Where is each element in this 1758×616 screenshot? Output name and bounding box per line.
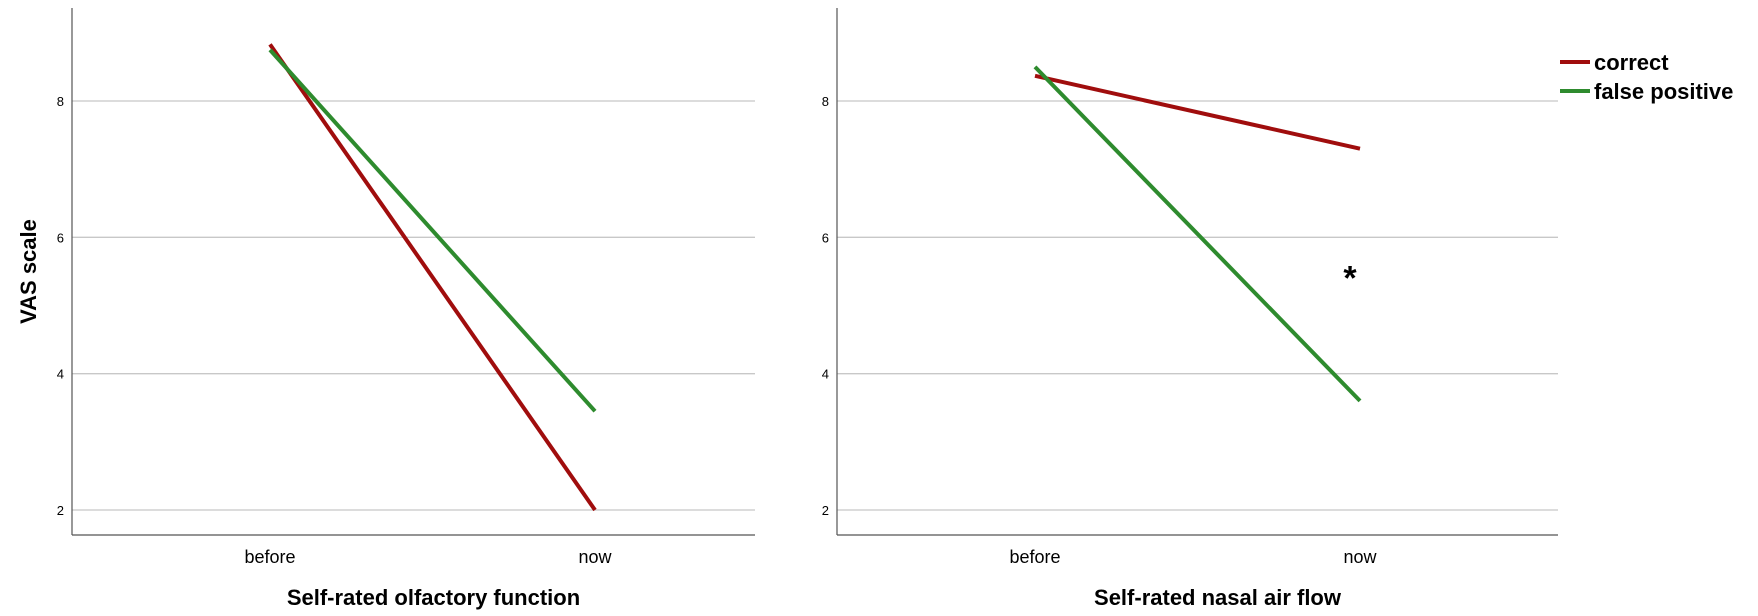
- series-line-false-positive: [1033, 65, 1362, 403]
- legend-label: correct: [1594, 50, 1669, 75]
- y-tick-label: 6: [57, 230, 64, 245]
- legend: correct false positive: [1560, 50, 1733, 104]
- series-line-false-positive: [268, 48, 597, 413]
- x-tick-label: before: [1009, 547, 1060, 567]
- x-tick-label: before: [244, 547, 295, 567]
- series-line-correct: [1034, 73, 1361, 151]
- legend-label: false positive: [1594, 79, 1733, 104]
- y-tick-label: 8: [57, 94, 64, 109]
- x-axis-title: Self-rated olfactory function: [287, 585, 580, 610]
- y-axis-title: VAS scale: [16, 219, 41, 324]
- significance-marker: *: [1343, 259, 1357, 297]
- y-tick-label: 2: [57, 503, 64, 518]
- x-tick-label: now: [1343, 547, 1377, 567]
- y-tick-label: 4: [822, 367, 829, 382]
- y-tick-label: 4: [57, 367, 64, 382]
- x-tick-label: now: [578, 547, 612, 567]
- series-line-correct: [268, 43, 597, 512]
- x-axis-title: Self-rated nasal air flow: [1094, 585, 1342, 610]
- chart-panel-1: 2 4 6 8 before now Self-rated olfactory functi…: [16, 8, 755, 610]
- y-tick-label: 2: [822, 503, 829, 518]
- y-tick-label: 8: [822, 94, 829, 109]
- y-tick-label: 6: [822, 230, 829, 245]
